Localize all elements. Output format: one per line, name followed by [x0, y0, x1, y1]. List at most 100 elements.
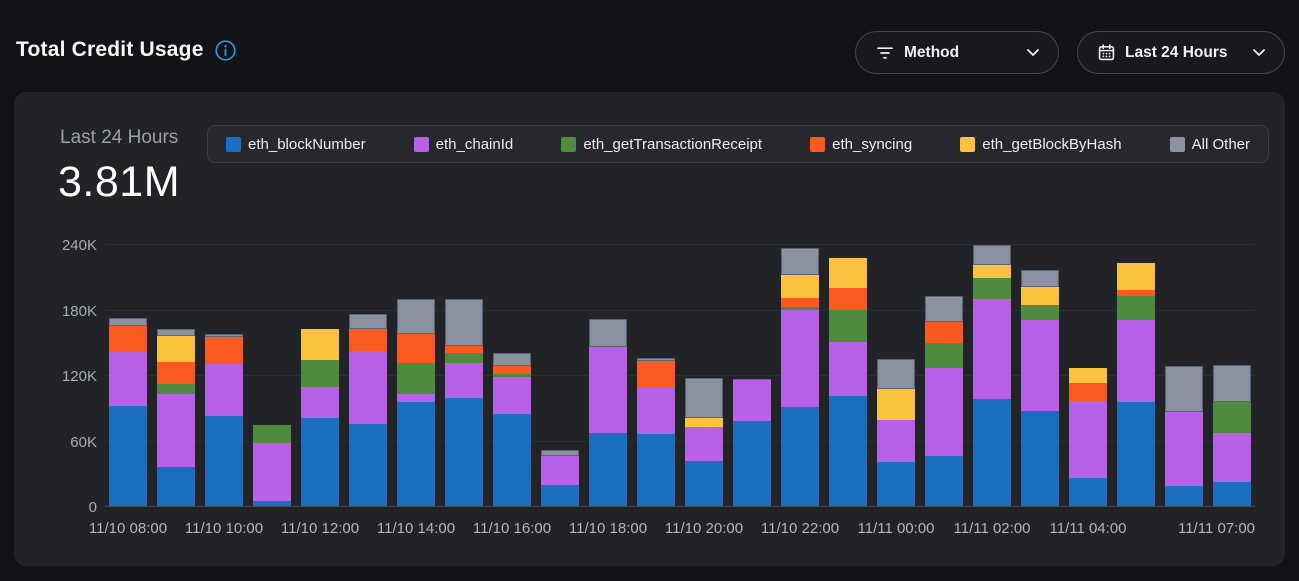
bar-11-10-09-00[interactable] — [157, 329, 195, 506]
bar-11-11-00-00[interactable] — [877, 358, 915, 506]
bar-segment-eth-syncing — [637, 360, 675, 388]
bar-segment-eth-blocknumber — [925, 455, 963, 506]
bar-11-11-03-00[interactable] — [1021, 270, 1059, 506]
bar-segment-eth-chainid — [973, 298, 1011, 400]
bar-segment-eth-getblockbyhash — [685, 417, 723, 428]
legend-label: eth_getTransactionReceipt — [583, 135, 763, 153]
bar-segment-eth-chainid — [109, 352, 147, 406]
time-range-dropdown[interactable]: Last 24 Hours — [1077, 31, 1285, 74]
bar-11-10-10-00[interactable] — [205, 333, 243, 506]
bar-segment-eth-getblockbyhash — [301, 329, 339, 360]
legend-swatch — [413, 136, 429, 152]
calendar-icon — [1098, 44, 1115, 61]
bar-segment-eth-chainid — [253, 442, 291, 501]
x-tick-label-11-11-04-00: 11/11 04:00 — [1049, 520, 1127, 537]
legend-item-eth-gettransactionreceipt[interactable]: eth_getTransactionReceipt — [561, 136, 762, 153]
bar-segment-eth-blocknumber — [397, 402, 435, 506]
bar-segment-eth-getblockbyhash — [781, 274, 819, 298]
bar-segment-eth-chainid — [925, 368, 963, 456]
method-filter-dropdown[interactable]: Method — [855, 31, 1059, 74]
legend-item-eth-getblockbyhash[interactable]: eth_getBlockByHash — [960, 136, 1122, 153]
bar-segment-eth-gettransactionreceipt — [1021, 305, 1059, 321]
bar-segment-eth-blocknumber — [637, 433, 675, 506]
bar-segment-eth-syncing — [1117, 289, 1155, 297]
bar-segment-eth-gettransactionreceipt — [397, 363, 435, 394]
info-icon[interactable] — [214, 39, 237, 62]
bar-segment-eth-chainid — [157, 393, 195, 467]
bar-11-11-05-00[interactable] — [1117, 262, 1155, 506]
bar-11-10-13-00[interactable] — [349, 313, 387, 506]
bar-11-10-15-00[interactable] — [445, 298, 483, 506]
bar-segment-all-other — [157, 329, 195, 336]
bar-segment-eth-chainid — [205, 364, 243, 417]
bar-segment-eth-chainid — [1069, 401, 1107, 478]
bar-11-10-16-00[interactable] — [493, 353, 531, 506]
bar-segment-eth-chainid — [445, 363, 483, 398]
bar-11-10-23-00[interactable] — [829, 258, 867, 506]
bar-segment-eth-blocknumber — [1021, 411, 1059, 506]
title-wrap: Total Credit Usage — [16, 38, 237, 62]
x-tick-label-11-10-18-00: 11/10 18:00 — [568, 520, 648, 537]
bar-segment-eth-getblockbyhash — [1021, 286, 1059, 306]
bar-11-10-08-00[interactable] — [109, 318, 147, 506]
bar-segment-all-other — [493, 353, 531, 367]
legend-item-eth-syncing[interactable]: eth_syncing — [810, 136, 912, 153]
legend-label: eth_blockNumber — [248, 135, 366, 153]
x-tick-label-11-10-22-00: 11/10 22:00 — [760, 520, 840, 537]
bar-segment-all-other — [925, 296, 963, 322]
bar-segment-eth-chainid — [301, 387, 339, 418]
bar-11-10-12-00[interactable] — [301, 329, 339, 506]
bar-segment-eth-blocknumber — [733, 420, 771, 506]
y-tick-label-60K: 60K — [70, 433, 97, 451]
bar-11-11-06-00[interactable] — [1165, 366, 1203, 506]
legend-label: eth_chainId — [435, 135, 514, 153]
summary-total-value: 3.81M — [58, 158, 181, 206]
bar-segment-eth-blocknumber — [109, 405, 147, 506]
bar-11-10-17-00[interactable] — [541, 450, 579, 506]
bar-segment-all-other — [1165, 366, 1203, 413]
bar-11-10-18-00[interactable] — [589, 319, 627, 506]
page-title: Total Credit Usage — [16, 38, 204, 61]
bar-11-10-14-00[interactable] — [397, 298, 435, 506]
gridline-240K — [105, 244, 1255, 245]
bar-segment-all-other — [445, 298, 483, 346]
bar-segment-eth-syncing — [829, 287, 867, 310]
bar-11-10-21-00[interactable] — [733, 379, 771, 506]
bar-segment-eth-chainid — [349, 350, 387, 425]
legend-item-eth-chainid[interactable]: eth_chainId — [413, 135, 514, 153]
bar-11-11-02-00[interactable] — [973, 245, 1011, 506]
bar-segment-eth-blocknumber — [301, 417, 339, 506]
bar-11-10-19-00[interactable] — [637, 357, 675, 506]
bar-segment-eth-syncing — [157, 361, 195, 384]
y-tick-label-180K: 180K — [61, 302, 97, 320]
bar-11-10-20-00[interactable] — [685, 378, 723, 506]
bar-segment-eth-gettransactionreceipt — [253, 425, 291, 443]
bar-11-11-01-00[interactable] — [925, 296, 963, 506]
bar-segment-all-other — [397, 298, 435, 334]
legend-item-eth-blocknumber[interactable]: eth_blockNumber — [226, 136, 366, 153]
usage-chart-card: Last 24 Hours 3.81M eth_blockNumber eth_c… — [14, 92, 1285, 566]
y-tick-label-240K: 240K — [61, 237, 97, 254]
bar-segment-eth-blocknumber — [253, 500, 291, 506]
chevron-down-icon — [1026, 48, 1040, 57]
bar-segment-eth-chainid — [877, 419, 915, 463]
bar-11-10-11-00[interactable] — [253, 425, 291, 506]
filter-icon — [876, 46, 894, 60]
bar-segment-all-other — [589, 319, 627, 347]
legend-item-all-other[interactable]: All Other — [1169, 136, 1250, 153]
bar-segment-eth-syncing — [109, 325, 147, 353]
x-tick-label-11-11-00-00: 11/11 00:00 — [857, 520, 935, 537]
bar-segment-eth-gettransactionreceipt — [733, 379, 771, 381]
bar-segment-eth-blocknumber — [493, 414, 531, 506]
bar-11-11-07-00[interactable] — [1213, 365, 1251, 506]
x-tick-label-11-10-20-00: 11/10 20:00 — [664, 520, 744, 537]
x-tick-label-11-10-14-00: 11/10 14:00 — [376, 520, 456, 537]
bar-11-10-22-00[interactable] — [781, 248, 819, 506]
bar-segment-eth-syncing — [349, 329, 387, 351]
bar-segment-eth-blocknumber — [445, 397, 483, 506]
method-filter-label: Method — [904, 43, 960, 61]
bar-11-11-04-00[interactable] — [1069, 368, 1107, 506]
bar-segment-eth-gettransactionreceipt — [973, 277, 1011, 299]
x-tick-label-11-10-10-00: 11/10 10:00 — [184, 520, 264, 537]
bar-segment-all-other — [349, 313, 387, 330]
